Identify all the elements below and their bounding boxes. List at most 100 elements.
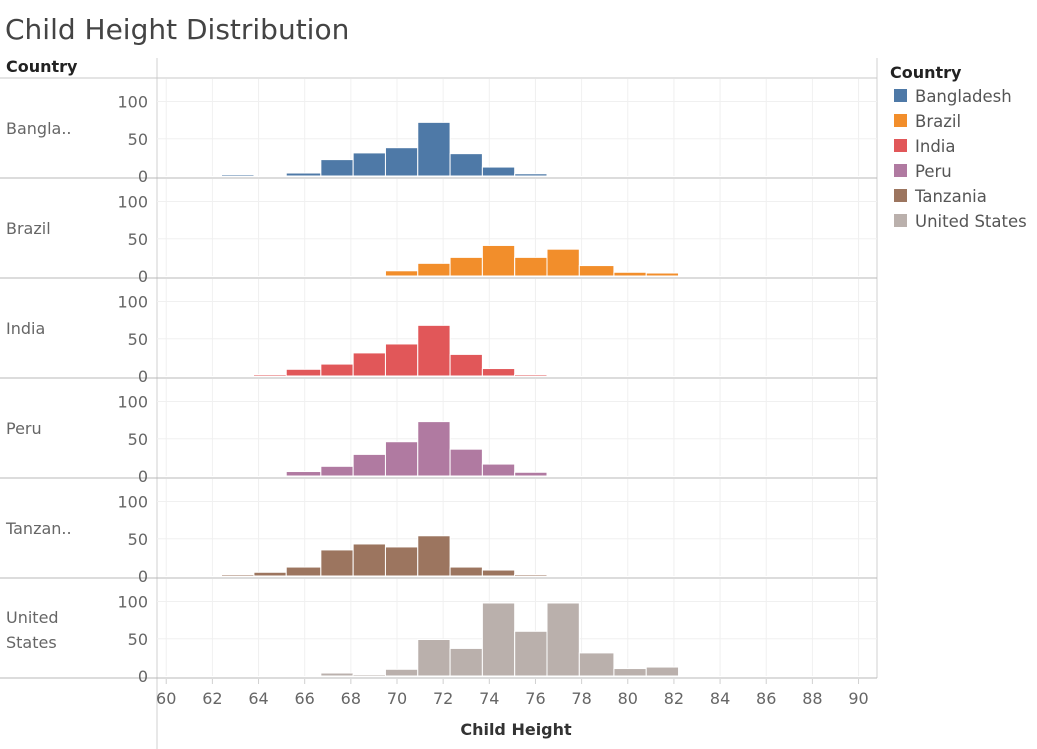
legend-label: United States (915, 212, 1027, 231)
legend-label: Tanzania (914, 187, 987, 206)
y-tick-label: 50 (128, 230, 148, 249)
bar-bangladesh-5 (352, 152, 386, 177)
bar-brazil-9 (481, 244, 516, 277)
bar-peru-8 (449, 448, 483, 477)
legend-swatch (894, 114, 907, 127)
row-tanzania: 0 50 100 Tanzan.. (0, 479, 877, 586)
bar-bangladesh-10 (514, 173, 548, 177)
x-tick-label: 80 (618, 689, 638, 708)
y-tick-label: 100 (117, 193, 148, 212)
x-tick-label: 88 (802, 689, 822, 708)
y-tick-label: 100 (117, 93, 148, 112)
bar-brazil-7 (417, 262, 451, 277)
bar-india-3 (285, 368, 322, 377)
y-tick-label: 50 (128, 530, 148, 549)
bar-india-7 (417, 324, 451, 377)
x-tick-label: 70 (387, 689, 407, 708)
chart-title: Child Height Distribution (5, 13, 349, 46)
x-axis-label: Child Height (460, 720, 572, 739)
bar-tanzania-5 (352, 543, 386, 577)
y-tick-label: 0 (138, 667, 148, 686)
bar-peru-5 (352, 453, 386, 477)
row-label-line: India (6, 319, 45, 338)
bar-peru-10 (514, 471, 548, 477)
y-tick-label: 100 (117, 293, 148, 312)
y-tick-label: 100 (117, 593, 148, 612)
x-tick-label: 78 (571, 689, 591, 708)
legend-label: Bangladesh (915, 87, 1012, 106)
bar-united-states-8 (449, 647, 483, 677)
row-label: Peru (6, 419, 42, 438)
row-label: India (6, 319, 45, 338)
y-tick-label: 0 (138, 567, 148, 586)
x-tick-label: 76 (525, 689, 545, 708)
legend-label: Brazil (915, 112, 961, 131)
bar-india-2 (253, 374, 287, 377)
row-label: Tanzan.. (5, 519, 72, 538)
bar-bangladesh-3 (285, 172, 322, 177)
row-united-states: 0 50 100 United States (0, 579, 877, 686)
x-tick-label: 64 (248, 689, 268, 708)
bar-india-6 (384, 343, 419, 377)
row-label-line: Bangla.. (6, 119, 72, 138)
bar-united-states-14 (645, 666, 680, 677)
row-label: Bangla.. (6, 119, 72, 138)
bar-india-8 (449, 353, 483, 377)
x-tick-label: 86 (756, 689, 776, 708)
y-tick-label: 0 (138, 467, 148, 486)
y-tick-label: 50 (128, 630, 148, 649)
x-tick-label: 82 (664, 689, 684, 708)
bar-tanzania-8 (449, 566, 483, 577)
bar-united-states-10 (514, 630, 548, 677)
bar-brazil-10 (514, 256, 548, 277)
bar-tanzania-7 (417, 535, 451, 577)
x-tick-label: 68 (341, 689, 361, 708)
legend-title: Country (890, 63, 962, 82)
row-peru: 0 50 100 Peru (0, 379, 877, 486)
row-label-line: Brazil (6, 219, 51, 238)
legend: Country Bangladesh Brazil India Peru Tanzani… (890, 63, 1027, 231)
y-tick-label: 50 (128, 430, 148, 449)
rows-group: 0 50 100 Bangla.. 0 50 100 Brazil 0 50 100 India 0 50… (0, 58, 878, 749)
bar-india-4 (320, 363, 354, 377)
x-tick-label: 90 (848, 689, 868, 708)
row-label: United States (6, 608, 59, 652)
bar-india-5 (352, 352, 386, 377)
bar-peru-9 (481, 463, 516, 477)
bar-bangladesh-8 (449, 153, 483, 177)
bar-tanzania-9 (481, 569, 516, 577)
y-tick-label: 0 (138, 167, 148, 186)
bar-united-states-6 (384, 668, 419, 677)
row-bangladesh: 0 50 100 Bangla.. (0, 79, 877, 186)
bar-india-10 (514, 374, 548, 377)
bar-tanzania-3 (285, 566, 322, 577)
bar-india-9 (481, 368, 516, 377)
bar-peru-3 (285, 471, 322, 477)
bar-united-states-4 (320, 672, 354, 677)
bar-peru-7 (417, 421, 451, 477)
bar-peru-4 (320, 465, 354, 477)
bar-united-states-13 (613, 668, 647, 677)
row-label: Brazil (6, 219, 51, 238)
x-axis: 60 62 64 66 68 70 72 74 76 78 80 82 84 86 88 90 (156, 679, 869, 708)
y-tick-label: 50 (128, 330, 148, 349)
bar-brazil-6 (384, 270, 419, 277)
x-tick-label: 84 (710, 689, 730, 708)
row-india: 0 50 100 India (0, 279, 877, 386)
bar-bangladesh-4 (320, 159, 354, 177)
bar-united-states-11 (546, 602, 580, 677)
x-tick-label: 62 (202, 689, 222, 708)
bar-bangladesh-1 (221, 174, 255, 177)
y-tick-label: 50 (128, 130, 148, 149)
bar-united-states-7 (417, 638, 451, 677)
bar-bangladesh-6 (384, 147, 419, 177)
bar-tanzania-2 (253, 571, 287, 577)
bar-brazil-14 (645, 272, 680, 277)
bar-united-states-12 (578, 652, 615, 677)
bar-brazil-12 (578, 265, 615, 277)
row-label-line: States (6, 633, 57, 652)
row-brazil: 0 50 100 Brazil (0, 179, 877, 286)
bar-brazil-8 (449, 256, 483, 277)
row-label-line: United (6, 608, 59, 627)
